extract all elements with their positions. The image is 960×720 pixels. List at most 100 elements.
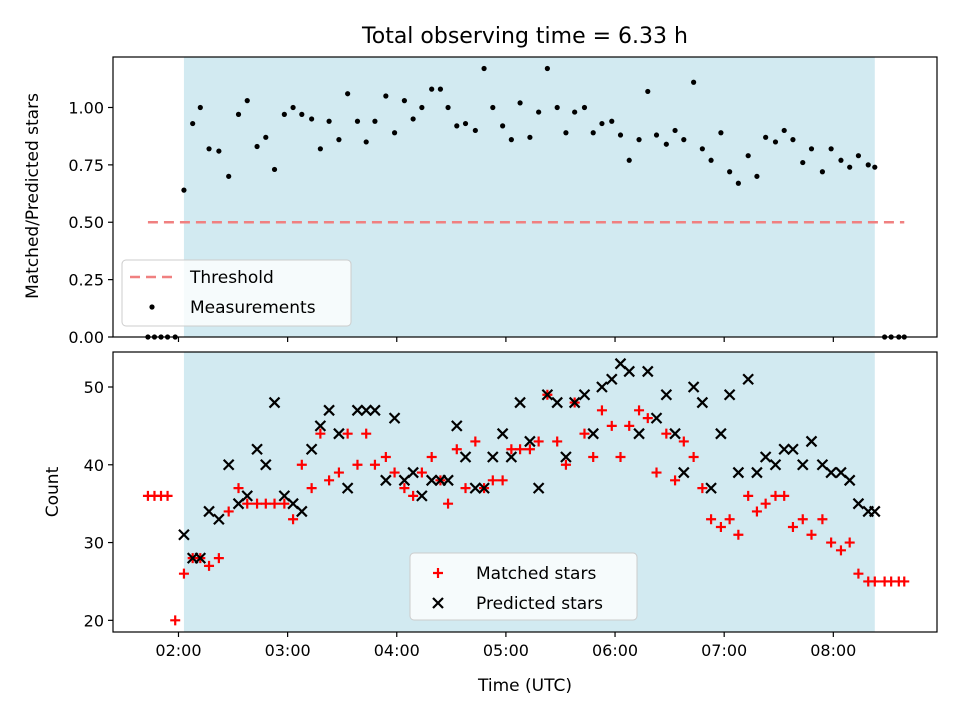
measurement-point: [527, 134, 533, 140]
measurement-point: [727, 169, 733, 175]
matched-star-point: [170, 615, 181, 626]
matched-star-point: [533, 436, 544, 447]
measurement-point: [800, 159, 806, 166]
predicted-star-point: [305, 443, 318, 455]
matched-star-point: [588, 452, 599, 462]
y-tick-label: 0.75: [68, 156, 104, 175]
matched-star-point: [213, 553, 224, 564]
matched-star-point: [826, 537, 837, 548]
predicted-star-point: [524, 435, 536, 448]
matched-star-point: [252, 498, 263, 509]
predicted-star-point: [560, 451, 572, 463]
measurement-point: [745, 153, 751, 159]
predicted-star-point: [568, 396, 581, 409]
predicted-star-point: [796, 459, 809, 471]
matched-star-point: [779, 490, 790, 501]
predicted-star-point: [551, 396, 563, 409]
figure-title: Total observing time = 6.33 h: [361, 24, 688, 49]
series-measurements: [145, 65, 907, 340]
measurement-point: [419, 104, 425, 111]
matched-star-point: [497, 475, 508, 486]
matched-star-point: [426, 452, 437, 462]
measurement-point: [481, 65, 487, 72]
matched-star-point: [296, 459, 307, 470]
predicted-star-point: [505, 451, 518, 463]
predicted-star-point: [642, 365, 654, 378]
x-tick-label: 07:00: [701, 641, 747, 660]
predicted-star-point: [578, 389, 591, 401]
predicted-star-point: [323, 404, 335, 417]
ratio-y-axis-label: Matched/Predicted stars: [23, 93, 43, 299]
matched-star-point: [697, 483, 708, 494]
matched-star-point: [204, 560, 215, 571]
x-tick-label: 03:00: [265, 641, 311, 660]
predicted-star-point: [260, 459, 272, 471]
measurement-point: [206, 146, 212, 152]
matched-star-point: [487, 475, 498, 486]
matched-star-point: [688, 452, 699, 462]
predicted-star-point: [732, 466, 745, 479]
measurement-point: [790, 137, 796, 143]
predicted-star-point: [723, 389, 736, 401]
predicted-star-point: [869, 505, 881, 518]
predicted-star-point: [459, 451, 472, 463]
legend-threshold-label: Threshold: [189, 268, 274, 288]
measurement-point: [500, 123, 506, 129]
matched-star-point: [260, 498, 271, 509]
predicted-star-point: [268, 396, 281, 409]
matched-star-point: [380, 452, 391, 462]
predicted-star-point: [380, 474, 392, 487]
measurement-point: [691, 79, 697, 85]
y-tick-label: 40: [84, 456, 104, 475]
x-tick-label: 02:00: [155, 641, 201, 660]
matched-star-point: [315, 428, 326, 439]
measurement-point: [617, 132, 624, 138]
measurement-point: [847, 164, 853, 170]
measurement-point: [819, 169, 826, 175]
measurement-point: [326, 118, 332, 124]
matched-star-point: [361, 428, 372, 439]
measurement-point: [754, 173, 760, 179]
measurement-point: [354, 118, 361, 124]
measurement-point: [699, 146, 705, 152]
predicted-star-point: [751, 466, 763, 479]
legend-predicted-swatch: [432, 597, 444, 609]
legend-measurements-label: Measurements: [190, 298, 316, 318]
matched-star-point: [899, 576, 910, 587]
matched-star-point: [817, 514, 828, 525]
predicted-star-point: [696, 396, 709, 409]
predicted-star-point: [351, 404, 364, 417]
predicted-star-point: [787, 443, 799, 455]
measurement-point: [808, 146, 815, 152]
measurement-point: [391, 130, 398, 136]
measurement-point: [865, 162, 871, 168]
measurement-point: [383, 93, 389, 99]
predicted-star-point: [314, 420, 327, 432]
ratio-legend: Threshold Measurements: [121, 259, 352, 327]
matched-star-point: [615, 452, 626, 462]
measurement-point: [508, 137, 514, 143]
measurement-point: [626, 157, 632, 163]
matched-star-point: [770, 490, 781, 501]
axes-frame: [112, 351, 938, 633]
measurement-point: [781, 127, 787, 134]
measurement-point: [190, 120, 196, 127]
measurement-point: [271, 166, 278, 173]
matched-star-point: [724, 514, 735, 525]
count-y-axis-label: Count: [43, 466, 63, 517]
predicted-star-point: [514, 396, 526, 409]
matched-star-point: [733, 529, 744, 540]
predicted-star-point: [451, 420, 463, 432]
y-tick-label: 0.00: [68, 328, 104, 347]
predicted-star-point: [194, 552, 207, 564]
predicted-star-point: [715, 427, 727, 440]
y-tick-label: 0.50: [68, 213, 104, 232]
measurement-point: [838, 157, 844, 163]
matched-star-point: [162, 490, 173, 501]
legend-box: [121, 259, 352, 327]
predicted-star-point: [678, 466, 690, 479]
matched-star-point: [399, 483, 410, 494]
matched-star-point: [606, 420, 617, 431]
measurement-point: [363, 139, 369, 145]
